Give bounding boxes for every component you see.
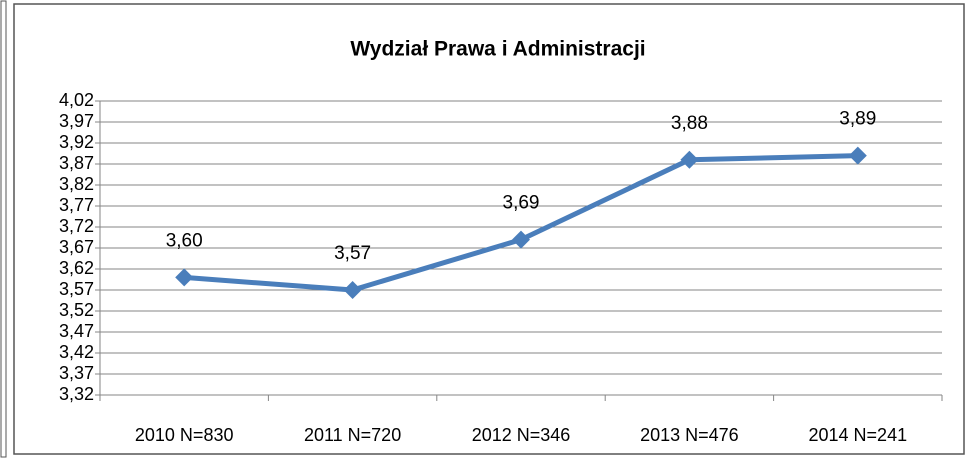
y-tick-label: 3,42	[59, 342, 94, 362]
chart-title: Wydział Prawa i Administracji	[350, 38, 645, 61]
marker	[175, 268, 194, 287]
y-tick-label: 3,67	[59, 237, 94, 257]
x-tick-label: 2010 N=830	[135, 425, 234, 445]
data-label: 3,69	[503, 193, 540, 214]
y-tick-label: 3,92	[59, 132, 94, 152]
y-tick-label: 3,87	[59, 153, 94, 173]
marker	[680, 150, 699, 169]
data-label: 3,60	[166, 230, 203, 251]
x-tick-label: 2013 N=476	[640, 425, 739, 445]
x-tick-label: 2012 N=346	[472, 425, 571, 445]
y-tick-label: 3,32	[59, 384, 94, 404]
chart-border	[13, 3, 965, 455]
data-label: 3,89	[839, 109, 876, 130]
y-tick-label: 3,82	[59, 174, 94, 194]
y-tick-label: 3,62	[59, 258, 94, 278]
y-tick-label: 3,47	[59, 321, 94, 341]
y-tick-label: 3,37	[59, 363, 94, 383]
data-label: 3,88	[671, 113, 708, 134]
y-tick-label: 3,52	[59, 300, 94, 320]
marker	[343, 281, 362, 299]
marker	[512, 230, 530, 249]
y-tick-label: 3,72	[59, 216, 94, 236]
marker	[848, 146, 867, 165]
x-tick-label: 2014 N=241	[809, 425, 908, 445]
y-tick-label: 4,02	[59, 90, 94, 110]
x-tick-label: 2011 N=720	[304, 425, 401, 445]
y-tick-label: 3,77	[59, 195, 94, 215]
frame-edge	[0, 0, 7, 458]
y-tick-label: 3,57	[59, 279, 94, 299]
data-label: 3,57	[334, 243, 371, 264]
y-tick-label: 3,97	[59, 111, 94, 131]
